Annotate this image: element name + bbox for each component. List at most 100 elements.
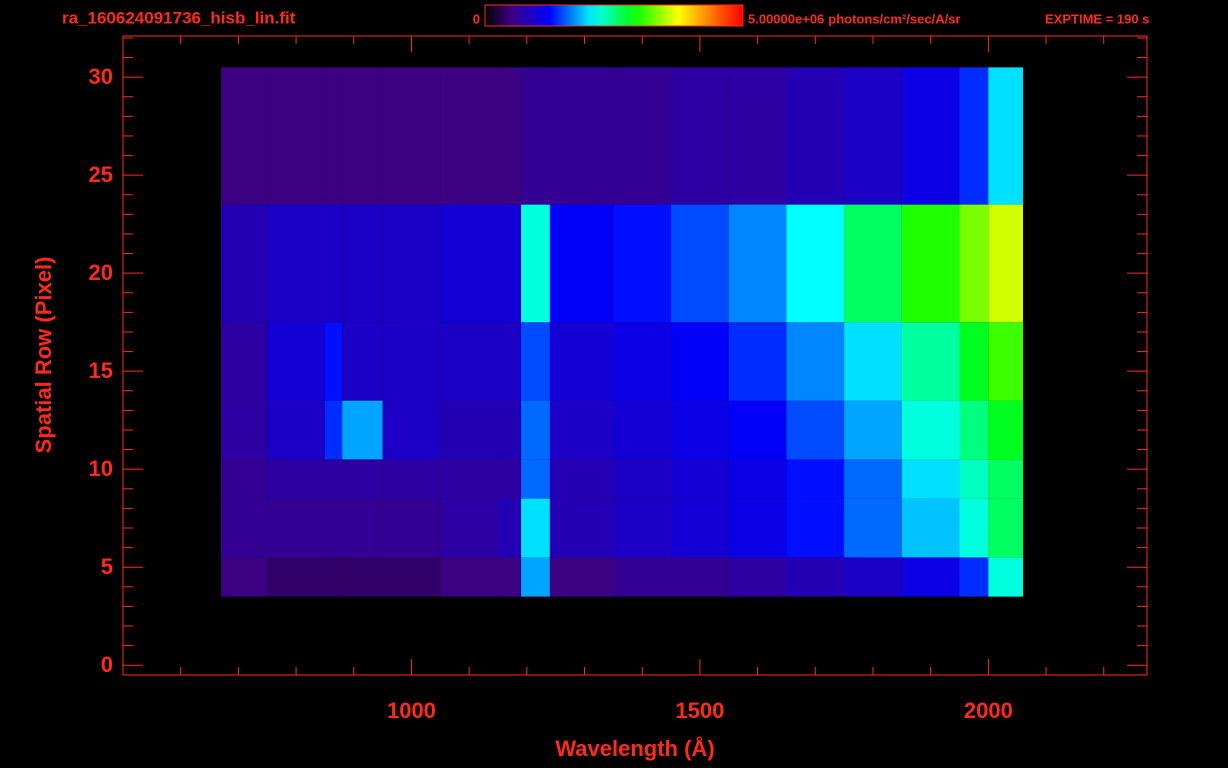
heat-cell (988, 204, 1023, 323)
heat-cell (728, 67, 787, 205)
heat-cell (671, 204, 729, 323)
heat-cell (901, 459, 960, 499)
heat-cell (901, 557, 960, 597)
heat-cell (988, 459, 1023, 499)
colorbar-label: photons/cm²/sec/A/sr (828, 11, 960, 26)
heat-cell (382, 204, 441, 323)
heat-cell (901, 204, 960, 323)
heat-cell (728, 204, 787, 323)
heat-cell (521, 322, 550, 401)
heat-cell (959, 498, 989, 558)
heat-cell (613, 459, 672, 499)
heat-cell (728, 557, 787, 597)
heat-cell (549, 67, 614, 205)
heat-cell (497, 557, 522, 597)
heat-cell (786, 400, 845, 460)
heat-cell (440, 400, 498, 460)
y-tick-label: 20 (89, 260, 113, 285)
heat-cell (324, 459, 343, 499)
heat-cell (671, 498, 729, 558)
heat-cell (613, 400, 672, 460)
heat-cell (728, 498, 787, 558)
heat-cell (901, 322, 960, 401)
heat-cell (728, 322, 787, 401)
heat-cell (786, 322, 845, 401)
heat-cell (324, 400, 343, 460)
heat-cell (267, 204, 325, 323)
heat-cell (844, 400, 902, 460)
heat-cell (342, 498, 383, 558)
heat-cell (324, 204, 343, 323)
heat-cell (671, 322, 729, 401)
heat-cell (267, 67, 325, 205)
plot-frame (122, 35, 1148, 676)
heat-cell (440, 557, 498, 597)
heat-cell (521, 459, 550, 499)
heat-cell (844, 322, 902, 401)
heat-cell (382, 322, 441, 401)
heat-cell (221, 498, 268, 558)
heat-cell (221, 400, 268, 460)
heat-cell (844, 498, 902, 558)
heat-cell (267, 498, 325, 558)
colorbar-tick-label: 5.00000e+06 (748, 11, 824, 26)
heat-cell (382, 400, 441, 460)
heat-cell (324, 322, 343, 401)
heat-cell (221, 459, 268, 499)
heat-cell (497, 322, 522, 401)
heat-cell (613, 322, 672, 401)
heat-cell (549, 204, 614, 323)
heat-cell (613, 498, 672, 558)
heat-cell (549, 459, 614, 499)
heat-cell (671, 459, 729, 499)
heat-cell (901, 400, 960, 460)
heat-cell (786, 459, 845, 499)
heat-cell (549, 400, 614, 460)
heat-cell (497, 400, 522, 460)
heat-cell (342, 67, 383, 205)
heat-cell (613, 557, 672, 597)
heat-cell (440, 498, 498, 558)
heat-cell (440, 322, 498, 401)
heat-cell (221, 557, 268, 597)
x-tick-label: 1000 (387, 698, 436, 723)
heat-cell (959, 67, 989, 205)
heat-cell (549, 322, 614, 401)
heat-cell (786, 498, 845, 558)
heat-cell (988, 498, 1023, 558)
heat-cell (382, 557, 441, 597)
heat-cell (901, 498, 960, 558)
heat-cell (382, 459, 441, 499)
heat-cell (959, 322, 989, 401)
heat-cell (959, 557, 989, 597)
heat-cell (382, 67, 441, 205)
heat-cell (671, 67, 729, 205)
y-tick-label: 30 (89, 64, 113, 89)
heat-cell (497, 498, 522, 558)
heat-cell (267, 400, 325, 460)
colorbar-tick-label: 0 (473, 11, 480, 26)
heat-cell (521, 400, 550, 460)
heat-cell (324, 557, 343, 597)
x-tick-label: 1500 (675, 698, 724, 723)
heat-cell (521, 204, 550, 323)
y-tick-label: 0 (101, 652, 113, 677)
heat-cell (342, 557, 383, 597)
heat-cell (221, 67, 268, 205)
heat-cell (324, 67, 343, 205)
y-tick-label: 5 (101, 554, 113, 579)
heat-cell (671, 400, 729, 460)
heat-cell (844, 459, 902, 499)
colorbar (484, 4, 744, 27)
heat-cell (342, 322, 383, 401)
heat-cell (549, 498, 614, 558)
heat-cell (497, 67, 522, 205)
heat-cell (324, 498, 343, 558)
heat-cell (844, 204, 902, 323)
heat-cell (959, 400, 989, 460)
heat-cell (959, 459, 989, 499)
heat-cell (521, 498, 550, 558)
heat-cell (221, 204, 268, 323)
heat-cell (728, 459, 787, 499)
